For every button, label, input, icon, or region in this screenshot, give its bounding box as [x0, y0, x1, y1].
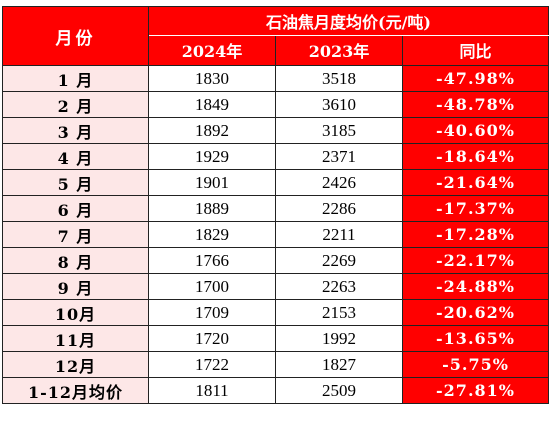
- table-row: 5 月 1901 2426 -21.64%: [2, 169, 550, 196]
- month-cell: 11月: [2, 325, 149, 352]
- header-2024: 2024年: [148, 34, 276, 67]
- price-2024-cell: 1766: [148, 247, 276, 274]
- price-2024-cell: 1929: [148, 143, 276, 170]
- price-2024-cell: 1709: [148, 299, 276, 326]
- yoy-change-cell: -5.75%: [401, 351, 550, 378]
- month-cell: 8 月: [2, 247, 149, 274]
- yoy-change-cell: -13.65%: [401, 325, 550, 352]
- price-2023-cell: 2426: [275, 169, 403, 196]
- header-2023: 2023年: [275, 34, 403, 67]
- table-row: 4 月 1929 2371 -18.64%: [2, 143, 550, 170]
- table-row: 7 月 1829 2211 -17.28%: [2, 221, 550, 248]
- yoy-change-cell: -20.62%: [401, 299, 550, 326]
- price-2023-cell: 3185: [275, 117, 403, 144]
- month-cell: 6 月: [2, 195, 149, 222]
- price-2024-cell: 1849: [148, 91, 276, 118]
- price-2023-cell: 2509: [275, 377, 403, 404]
- price-2024-cell: 1829: [148, 221, 276, 248]
- price-2023-cell: 1992: [275, 325, 403, 352]
- header-group-title: 石油焦月度均价(元/吨): [147, 6, 550, 36]
- price-2023-cell: 2211: [275, 221, 403, 248]
- table-row: 3 月 1892 3185 -40.60%: [2, 117, 550, 144]
- price-2024-cell: 1892: [148, 117, 276, 144]
- price-2023-cell: 3610: [275, 91, 403, 118]
- yoy-change-cell: -17.28%: [401, 221, 550, 248]
- yoy-change-cell: -27.81%: [401, 377, 550, 404]
- price-2023-cell: 1827: [275, 351, 403, 378]
- table-row: 9 月 1700 2263 -24.88%: [2, 273, 550, 300]
- month-cell: 2 月: [2, 91, 149, 118]
- month-cell: 9 月: [2, 273, 149, 300]
- table-row: 12月 1722 1827 -5.75%: [2, 351, 550, 378]
- price-2023-cell: 2263: [275, 273, 403, 300]
- yoy-change-cell: -22.17%: [401, 247, 550, 274]
- yoy-change-cell: -17.37%: [401, 195, 550, 222]
- price-2024-cell: 1901: [148, 169, 276, 196]
- table-row: 1 月 1830 3518 -47.98%: [2, 65, 550, 92]
- month-cell: 12月: [2, 351, 149, 378]
- month-cell: 7 月: [2, 221, 149, 248]
- yoy-change-cell: -24.88%: [401, 273, 550, 300]
- yoy-change-cell: -18.64%: [401, 143, 550, 170]
- header-month: 月份: [2, 6, 149, 66]
- month-cell: 5 月: [2, 169, 149, 196]
- price-2023-cell: 2269: [275, 247, 403, 274]
- price-2023-cell: 3518: [275, 65, 403, 92]
- month-cell: 1 月: [2, 65, 149, 92]
- yoy-change-cell: -47.98%: [401, 65, 550, 92]
- header-yoy: 同比: [401, 34, 550, 67]
- price-2024-cell: 1811: [148, 377, 276, 404]
- yoy-change-cell: -48.78%: [401, 91, 550, 118]
- price-2023-cell: 2153: [275, 299, 403, 326]
- table-row: 10月 1709 2153 -20.62%: [2, 299, 550, 326]
- header-row-columns: 2024年 2023年 同比: [3, 34, 550, 67]
- price-2023-cell: 2286: [275, 195, 403, 222]
- price-2024-cell: 1830: [148, 65, 276, 92]
- table-row: 11月 1720 1992 -13.65%: [2, 325, 550, 352]
- yoy-change-cell: -40.60%: [401, 117, 550, 144]
- price-2023-cell: 2371: [275, 143, 403, 170]
- table-row: 1-12月均价 1811 2509 -27.81%: [2, 377, 550, 404]
- month-cell: 1-12月均价: [2, 377, 149, 404]
- table-row: 8 月 1766 2269 -22.17%: [2, 247, 550, 274]
- table-row: 6 月 1889 2286 -17.37%: [2, 195, 550, 222]
- month-cell: 3 月: [2, 117, 149, 144]
- price-2024-cell: 1889: [148, 195, 276, 222]
- price-2024-cell: 1720: [148, 325, 276, 352]
- table-row: 2 月 1849 3610 -48.78%: [2, 91, 550, 118]
- price-2024-cell: 1722: [148, 351, 276, 378]
- month-cell: 10月: [2, 299, 149, 326]
- header-row-group: 月份 石油焦月度均价(元/吨): [2, 6, 550, 66]
- month-cell: 4 月: [2, 143, 149, 170]
- yoy-change-cell: -21.64%: [401, 169, 550, 196]
- table-header: 月份 石油焦月度均价(元/吨) 2024年 2023年 同比: [2, 6, 550, 67]
- price-2024-cell: 1700: [148, 273, 276, 300]
- petcoke-price-table: 月份 石油焦月度均价(元/吨) 2024年 2023年 同比 1 月 1830 35…: [2, 6, 550, 404]
